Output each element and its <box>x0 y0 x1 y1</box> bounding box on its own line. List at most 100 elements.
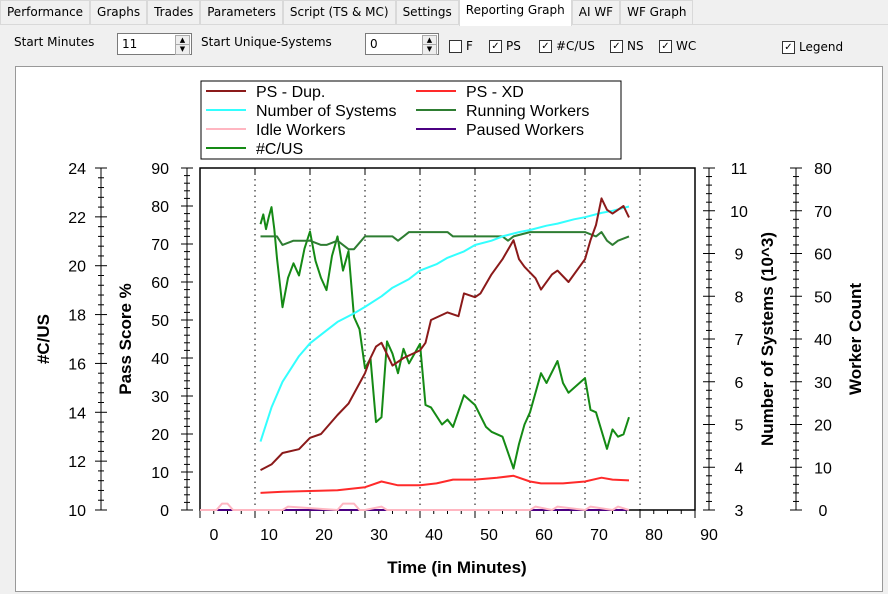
legend-label: Number of Systems <box>256 103 396 120</box>
y-tick-label-ps: 80 <box>151 199 169 216</box>
legend-label: PS - XD <box>466 84 524 101</box>
x-tick-label: 70 <box>590 527 608 544</box>
y-tick-label-wc: 80 <box>814 161 832 178</box>
legend-label: Running Workers <box>466 103 589 120</box>
y-tick-label-ns: 7 <box>735 332 744 349</box>
y-tick-label-ps: 40 <box>151 351 169 368</box>
spin-down-icon[interactable]: ▼ <box>422 44 437 55</box>
tab-graphs[interactable]: Graphs <box>90 0 148 24</box>
checkbox-cus[interactable]: ✓ #C/US <box>539 39 595 53</box>
y-tick-label-cus: 22 <box>68 210 86 227</box>
tab-wf-graph[interactable]: WF Graph <box>620 0 694 24</box>
x-axis-label: Time (in Minutes) <box>387 558 526 577</box>
spin-down-icon[interactable]: ▼ <box>175 44 190 55</box>
y-tick-label-cus: 12 <box>68 454 86 471</box>
x-tick-label: 80 <box>645 527 663 544</box>
checkbox-check-icon: ✓ <box>489 39 502 53</box>
x-tick-label: 30 <box>370 527 388 544</box>
y-tick-label-ps: 10 <box>151 465 169 482</box>
tab-ai-wf[interactable]: AI WF <box>571 0 621 24</box>
start-unique-systems-label: Start Unique-Systems <box>201 35 332 49</box>
y-tick-label-wc: 70 <box>814 204 832 221</box>
legend-label: PS - Dup. <box>256 84 325 101</box>
checkbox-wc[interactable]: ✓ WC <box>659 39 696 53</box>
y-tick-label-ns: 5 <box>735 418 744 435</box>
checkbox-label: NS <box>627 39 644 53</box>
legend-checkbox-label: Legend <box>799 40 844 54</box>
checkbox-f[interactable]: F <box>449 39 473 53</box>
y-axis-label-ps: Pass Score % <box>116 283 135 395</box>
series-line-running-workers <box>260 231 630 251</box>
y-tick-label-ps: 0 <box>160 503 169 520</box>
y-tick-label-ps: 70 <box>151 237 169 254</box>
legend-label: Idle Workers <box>256 122 346 139</box>
series-line-ps-dup- <box>260 197 630 471</box>
legend-label: #C/US <box>256 141 303 158</box>
plot-frame <box>199 167 696 511</box>
y-tick-label-ns: 9 <box>735 247 744 264</box>
series-line-ps-xd <box>260 474 630 494</box>
checkbox-label: #C/US <box>556 39 595 53</box>
checkbox-label: PS <box>506 39 521 53</box>
x-tick-label: 90 <box>700 527 718 544</box>
x-tick-label: 60 <box>535 527 553 544</box>
legend-box <box>200 80 622 160</box>
checkbox-label: WC <box>676 39 697 53</box>
y-tick-label-ns: 4 <box>735 460 744 477</box>
y-tick-label-cus: 20 <box>68 259 86 276</box>
tab-script-ts-mc-[interactable]: Script (TS & MC) <box>282 0 396 24</box>
legend-checkbox[interactable]: ✓ Legend <box>782 40 843 54</box>
start-unique-value: 0 <box>370 37 378 51</box>
x-tick-label: 50 <box>480 527 498 544</box>
y-tick-label-wc: 20 <box>814 418 832 435</box>
y-tick-label-ps: 60 <box>151 275 169 292</box>
checkbox-check-icon <box>449 39 462 53</box>
series-line--c-us <box>259 206 630 470</box>
tab-bar: Performance Graphs Trades Parameters Script … <box>0 0 888 26</box>
y-tick-label-ns: 6 <box>735 375 744 392</box>
y-tick-label-wc: 30 <box>814 375 832 392</box>
y-tick-label-cus: 10 <box>68 503 86 520</box>
series-line-idle-workers <box>200 502 630 511</box>
y-axis-label-ns: Number of Systems (10^3) <box>758 232 777 446</box>
x-tick-label: 20 <box>315 527 333 544</box>
tab-reporting-graph[interactable]: Reporting Graph <box>458 0 572 26</box>
checkbox-check-icon: ✓ <box>610 39 623 53</box>
reporting-chart: 0 10 20 30 40 50 60 70 80 90 Time (in Minutes) 10 12… <box>15 66 883 592</box>
y-axis-label-wc: Worker Count <box>846 283 865 395</box>
y-tick-label-ns: 3 <box>735 503 744 520</box>
y-tick-label-ns: 8 <box>735 289 744 306</box>
tab-parameters[interactable]: Parameters <box>200 0 283 24</box>
start-unique-systems-input[interactable]: 0 ▲ ▼ <box>365 33 439 55</box>
legend-label: Paused Workers <box>466 122 584 139</box>
x-tick-label: 10 <box>260 527 278 544</box>
checkbox-check-icon: ✓ <box>782 40 795 54</box>
start-minutes-input[interactable]: 11 ▲ ▼ <box>117 33 192 55</box>
y-tick-label-cus: 18 <box>68 308 86 325</box>
y-tick-label-cus: 16 <box>68 356 86 373</box>
y-tick-label-ps: 30 <box>151 389 169 406</box>
y-tick-label-cus: 14 <box>68 405 86 422</box>
tab-performance[interactable]: Performance <box>0 0 91 24</box>
y-tick-label-cus: 24 <box>68 161 86 178</box>
start-minutes-value: 11 <box>122 37 138 51</box>
start-minutes-label: Start Minutes <box>14 35 95 49</box>
x-tick-label: 40 <box>425 527 443 544</box>
checkbox-ns[interactable]: ✓ NS <box>610 39 644 53</box>
x-tick-label: 0 <box>210 527 219 544</box>
y-axis-label-cus: #C/US <box>34 314 53 364</box>
checkbox-check-icon: ✓ <box>659 39 672 53</box>
tab-trades[interactable]: Trades <box>147 0 201 24</box>
y-tick-label-wc: 50 <box>814 289 832 306</box>
y-tick-label-wc: 0 <box>819 503 828 520</box>
y-tick-label-ns: 10 <box>730 204 748 221</box>
checkbox-label: F <box>466 39 473 53</box>
legend: PS - Dup. PS - XD Number of Systems Running… <box>200 80 622 160</box>
checkbox-ps[interactable]: ✓ PS <box>489 39 521 53</box>
y-tick-label-ps: 90 <box>151 161 169 178</box>
y-tick-label-ps: 50 <box>151 313 169 330</box>
tab-settings[interactable]: Settings <box>395 0 459 24</box>
series-line-number-of-systems <box>259 205 630 442</box>
y-tick-label-wc: 60 <box>814 247 832 264</box>
